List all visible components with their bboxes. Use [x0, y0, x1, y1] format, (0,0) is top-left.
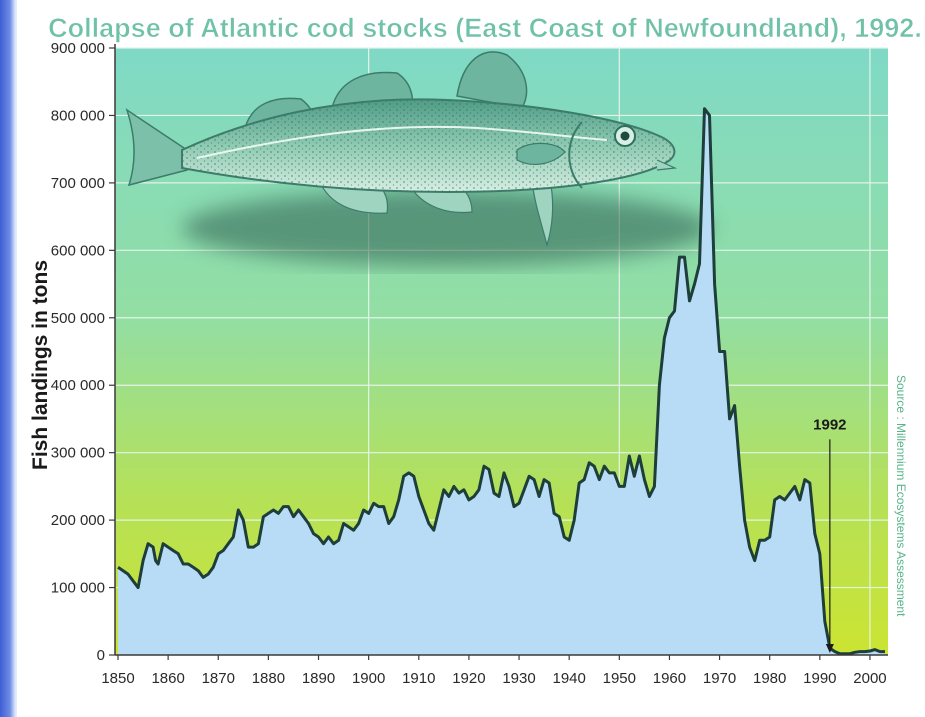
x-axis-ticks: 1850 1860 1870 1880 1890 1900 1910 1920 1930 1940…: [101, 655, 887, 687]
x-tick-label: 1920: [452, 670, 485, 687]
y-tick-label: 900 000: [51, 40, 105, 57]
x-tick-label: 1880: [252, 670, 285, 687]
y-tick-label: 100 000: [51, 580, 105, 597]
y-tick-label: 0: [97, 647, 105, 664]
y-tick-label: 300 000: [51, 445, 105, 462]
y-tick-label: 600 000: [51, 242, 105, 259]
x-tick-label: 1860: [151, 670, 184, 687]
y-tick-label: 700 000: [51, 175, 105, 192]
annotation-arrow-head: [825, 644, 834, 653]
y-tick-label: 800 000: [51, 107, 105, 124]
annotation-label: 1992: [813, 416, 846, 433]
y-tick-label: 200 000: [51, 512, 105, 529]
x-tick-label: 1870: [202, 670, 235, 687]
chart-frame: 0 100 000 200 000 300 000 400 000 500 000 600 …: [17, 0, 925, 717]
cod-stocks-chart: 0 100 000 200 000 300 000 400 000 500 000 600 …: [29, 13, 922, 687]
chart-title: Collapse of Atlantic cod stocks (East Co…: [48, 13, 922, 43]
x-tick-label: 1910: [402, 670, 435, 687]
x-tick-label: 1890: [302, 670, 335, 687]
x-tick-label: 1930: [502, 670, 535, 687]
x-tick-label: 1850: [101, 670, 134, 687]
source-note: Source : Millennium Ecosystems Assessmen…: [894, 375, 908, 617]
y-tick-label: 400 000: [51, 377, 105, 394]
x-tick-label: 2000: [853, 670, 886, 687]
x-tick-label: 1960: [653, 670, 686, 687]
landings-line: [117, 107, 885, 656]
y-axis-ticks: 0 100 000 200 000 300 000 400 000 500 000 600 …: [51, 40, 115, 664]
landings-area: [118, 108, 885, 655]
y-axis-label: Fish landings in tons: [29, 260, 52, 470]
x-tick-label: 1970: [703, 670, 736, 687]
x-tick-label: 1980: [753, 670, 786, 687]
x-tick-label: 1990: [803, 670, 836, 687]
cod-fish-illustration: [125, 51, 712, 266]
collapse-annotation: 1992: [813, 416, 847, 653]
x-tick-label: 1950: [603, 670, 636, 687]
x-tick-label: 1900: [352, 670, 385, 687]
x-tick-label: 1940: [552, 670, 585, 687]
y-tick-label: 500 000: [51, 310, 105, 327]
